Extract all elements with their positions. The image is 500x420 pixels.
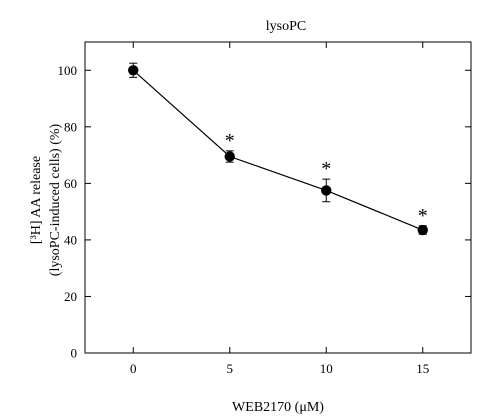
chart-title: lysoPC — [266, 19, 306, 34]
y-tick-label: 60 — [64, 176, 77, 191]
series-line — [132, 69, 423, 231]
significance-marker: * — [321, 158, 331, 180]
x-tick-label: 15 — [416, 361, 429, 376]
x-tick-label: 10 — [320, 361, 333, 376]
data-point — [224, 151, 235, 162]
y-axis-title: [³H] AA release (lysoPC-induced cells) (… — [29, 123, 63, 276]
y-axis-title-line-1: [³H] AA release — [29, 156, 44, 244]
significance-marker: * — [418, 205, 428, 227]
plot-frame — [84, 41, 472, 354]
data-point — [321, 185, 332, 196]
y-axis: 0 20 40 60 80 100 — [58, 63, 471, 361]
data-point — [128, 65, 139, 76]
data-point — [417, 224, 428, 236]
y-tick-label: 100 — [58, 63, 78, 78]
x-axis: 0 5 10 15 — [130, 42, 429, 376]
significance-marker: * — [225, 130, 235, 152]
y-tick-label: 20 — [64, 289, 77, 304]
x-tick-label: 5 — [227, 361, 234, 376]
y-tick-label: 80 — [64, 119, 77, 134]
data-series: * * * — [128, 62, 428, 236]
x-tick-label: 0 — [130, 361, 137, 376]
x-axis-title: WEB2170 (μM) — [232, 400, 324, 415]
y-axis-title-line-2: (lysoPC-induced cells) (%) — [48, 123, 63, 276]
y-tick-label: 40 — [64, 232, 77, 247]
y-tick-label: 0 — [71, 346, 78, 361]
